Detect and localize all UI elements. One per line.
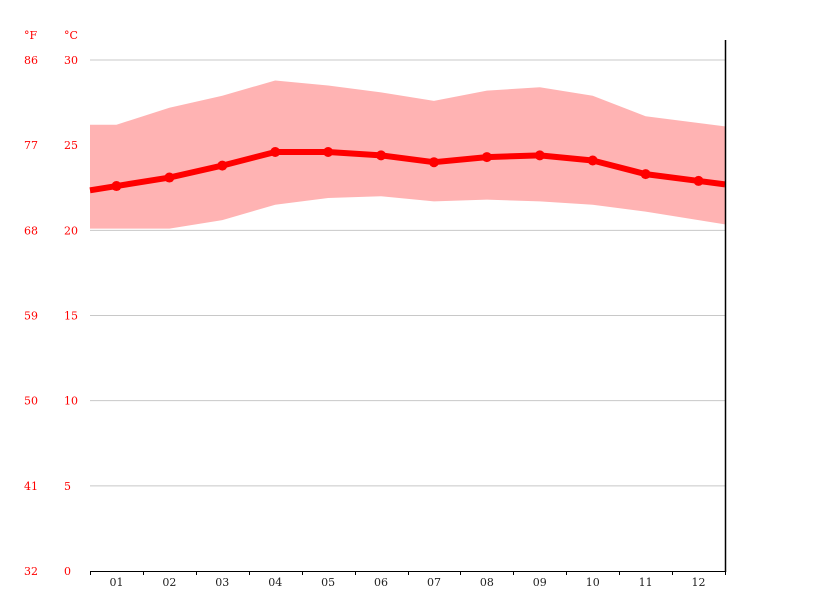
fahrenheit-tick-label: 32 [24,565,38,578]
data-point [428,157,439,168]
celsius-tick-label: 20 [64,224,78,237]
x-axis-labels: 01 02 03 04 05 06 07 08 09 10 11 12 [109,576,705,589]
month-label: 02 [162,576,176,589]
average-temperature-line [89,146,726,194]
month-label: 05 [321,576,335,589]
celsius-tick-label: 10 [64,395,78,408]
data-point [164,172,175,183]
fahrenheit-tick-label: 59 [24,310,38,323]
month-label: 07 [427,576,441,589]
data-point [270,146,281,157]
month-label: 01 [109,576,123,589]
month-label: 11 [639,576,653,589]
fahrenheit-tick-label: 68 [24,224,38,237]
month-label: 06 [374,576,388,589]
data-point [376,150,387,161]
celsius-tick-label: 5 [64,480,71,493]
fahrenheit-unit-label: °F [24,29,38,42]
month-label: 10 [586,576,600,589]
celsius-tick-label: 25 [64,139,78,152]
min-max-area [90,80,725,229]
data-point [217,160,228,171]
min-max-band [90,80,725,229]
data-point [587,155,598,166]
month-label: 08 [480,576,494,589]
data-point [640,169,651,180]
celsius-tick-label: 15 [64,310,78,323]
fahrenheit-tick-label: 77 [24,139,38,152]
month-label: 04 [268,576,282,589]
average-line [89,148,726,194]
data-point [693,175,704,186]
month-label: 09 [533,576,547,589]
y-axis-labels: °F °C 86 30 77 25 68 20 59 15 50 10 41 5 32 0 [24,29,78,578]
data-point [534,150,545,161]
month-label: 03 [215,576,229,589]
celsius-tick-label: 0 [64,565,71,578]
axes [90,40,727,575]
celsius-unit-label: °C [64,29,78,42]
fahrenheit-tick-label: 41 [24,480,38,493]
data-point [111,181,122,192]
fahrenheit-tick-label: 50 [24,395,38,408]
celsius-tick-label: 30 [64,54,78,67]
data-point [323,146,334,157]
fahrenheit-tick-label: 86 [24,54,38,67]
data-point [481,152,492,163]
month-label: 12 [692,576,706,589]
